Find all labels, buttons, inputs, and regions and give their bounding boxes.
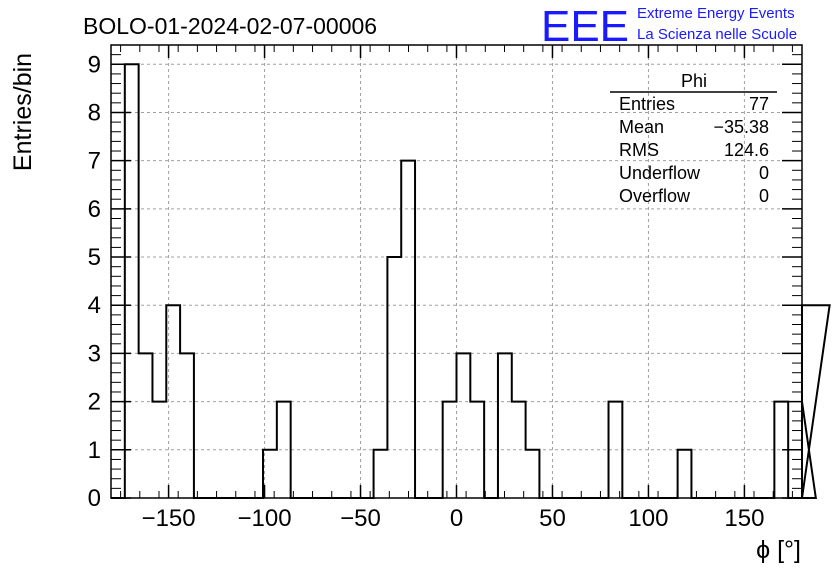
y-tick-label: 6 [88, 196, 101, 223]
histogram-bin [498, 353, 512, 498]
stats-value: 124.6 [724, 140, 769, 160]
y-tick-label: 2 [88, 389, 101, 416]
stats-label: Overflow [619, 186, 691, 206]
x-tick-label: 50 [539, 505, 566, 532]
histogram-bin [401, 161, 415, 498]
x-tick-labels: −150 −100 −50 0 50 100 150 [142, 505, 765, 532]
y-tick-label: 1 [88, 437, 101, 464]
x-tick-label: −50 [340, 505, 381, 532]
histogram-bin [526, 450, 540, 498]
histogram-bin [139, 353, 153, 498]
stats-value: 77 [749, 94, 769, 114]
y-tick-label: 5 [88, 244, 101, 271]
stats-label: Underflow [619, 163, 701, 183]
eee-logo: EEE [541, 2, 629, 51]
y-tick-label: 7 [88, 148, 101, 175]
stats-title: Phi [681, 71, 707, 91]
stats-value: −35.38 [713, 117, 769, 137]
stats-value: 0 [759, 163, 769, 183]
stats-rows: Entries 77 Mean −35.38 RMS 124.6 Underflow 0 Ove… [619, 94, 769, 206]
x-tick-label: 0 [450, 505, 463, 532]
histogram-bin [387, 257, 401, 498]
y-tick-label: 9 [88, 51, 101, 78]
y-tick-label: 0 [88, 485, 101, 512]
histogram-bin [374, 450, 388, 498]
x-tick-label: 150 [724, 505, 764, 532]
x-tick-label: 100 [628, 505, 668, 532]
y-tick-label: 3 [88, 340, 101, 367]
x-axis-title: ϕ [°] [756, 536, 801, 564]
x-tick-label: −150 [142, 505, 196, 532]
logo-line-2: La Scienza nelle Scuole [637, 26, 797, 43]
y-axis-title: Entries/bin [9, 53, 37, 171]
axis-ticks [111, 44, 802, 499]
run-title: BOLO-01-2024-02-07-00006 [83, 13, 377, 39]
y-tick-label: 4 [88, 292, 101, 319]
grid-lines [111, 45, 802, 499]
y-tick-label: 8 [88, 99, 101, 126]
stats-value: 0 [759, 186, 769, 206]
x-tick-label: −100 [238, 505, 292, 532]
histogram-bin [277, 402, 291, 498]
stats-label: Mean [619, 117, 664, 137]
histogram-bin [457, 353, 471, 498]
stats-label: RMS [619, 140, 659, 160]
logo-line-1: Extreme Energy Events [637, 5, 795, 22]
histogram-bin [125, 64, 139, 498]
histogram-bin [180, 353, 194, 498]
histogram-bin [678, 450, 692, 498]
stats-label: Entries [619, 94, 675, 114]
y-tick-labels: 0 1 2 3 4 5 6 7 8 9 [88, 51, 101, 512]
stats-box: Phi Entries 77 Mean −35.38 RMS 124.6 Underflow… [610, 71, 777, 206]
